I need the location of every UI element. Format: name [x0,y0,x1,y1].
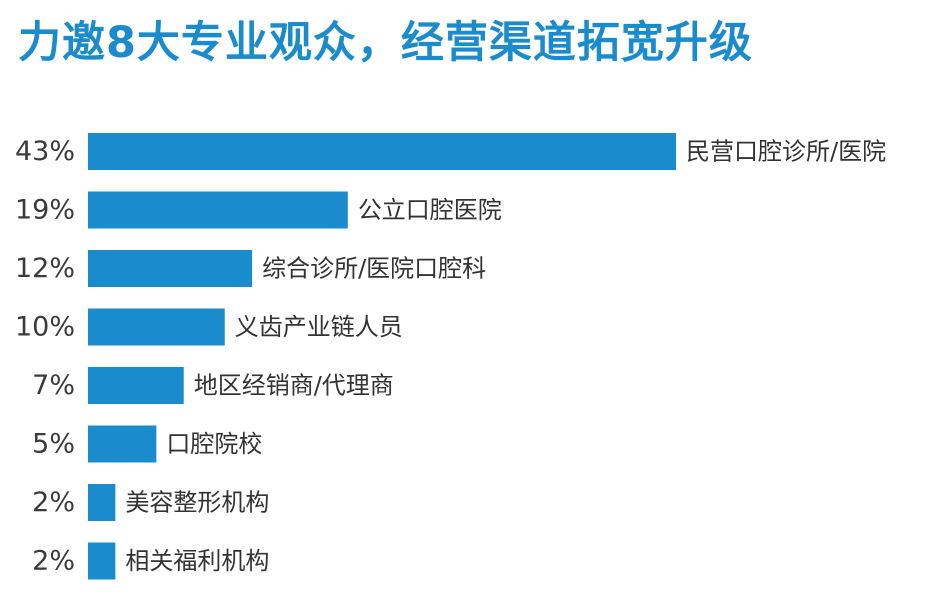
value-label: 12% [15,253,75,284]
bar [88,367,184,404]
value-label: 19% [15,195,75,226]
bar [88,250,253,287]
bar [88,542,116,580]
category-label: 公立口腔医院 [358,196,502,224]
value-label: 2% [32,546,75,577]
category-label: 义齿产业链人员 [235,313,403,341]
category-label: 口腔院校 [166,430,262,458]
category-label: 美容整形机构 [125,489,269,517]
bar [88,425,157,463]
bar [88,484,116,521]
bar [88,191,348,229]
category-label: 民营口腔诊所/医院 [686,138,886,166]
value-label: 2% [32,487,75,518]
category-label: 综合诊所/医院口腔科 [262,255,486,283]
category-label: 地区经销商/代理商 [194,372,394,400]
chart-title: 力邀8大专业观众，经营渠道拓宽升级 [18,18,753,68]
bar [88,308,225,346]
value-label: 43% [15,136,75,167]
bar [88,133,676,170]
value-label: 5% [32,429,75,460]
value-label: 7% [32,370,75,401]
category-label: 相关福利机构 [125,547,269,575]
value-label: 10% [15,312,75,343]
